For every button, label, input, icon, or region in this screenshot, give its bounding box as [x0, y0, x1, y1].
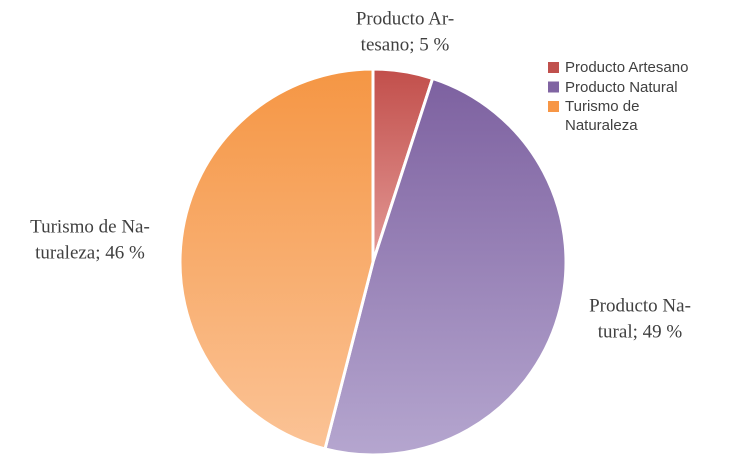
legend-label: Producto Natural	[565, 78, 678, 96]
legend-swatch	[548, 62, 559, 73]
legend-item: Producto Natural	[565, 78, 678, 96]
legend-label: Turismo de Naturaleza	[565, 98, 640, 134]
data-label: Turismo de Na-	[30, 216, 150, 237]
legend-swatch	[548, 101, 559, 112]
data-label: Producto Na-	[589, 295, 691, 316]
data-label: tural; 49 %	[598, 321, 683, 342]
legend-swatch	[548, 81, 559, 93]
pie-slice	[178, 67, 375, 451]
legend-item: Turismo de Naturaleza	[565, 98, 640, 134]
pie-slice	[323, 76, 568, 455]
data-label: turaleza; 46 %	[35, 242, 145, 263]
legend-label: Producto Artesano	[565, 59, 689, 76]
data-label: tesano; 5 %	[361, 34, 450, 55]
data-label: Producto Ar-	[356, 8, 454, 29]
legend-item: Producto Artesano	[565, 59, 689, 76]
